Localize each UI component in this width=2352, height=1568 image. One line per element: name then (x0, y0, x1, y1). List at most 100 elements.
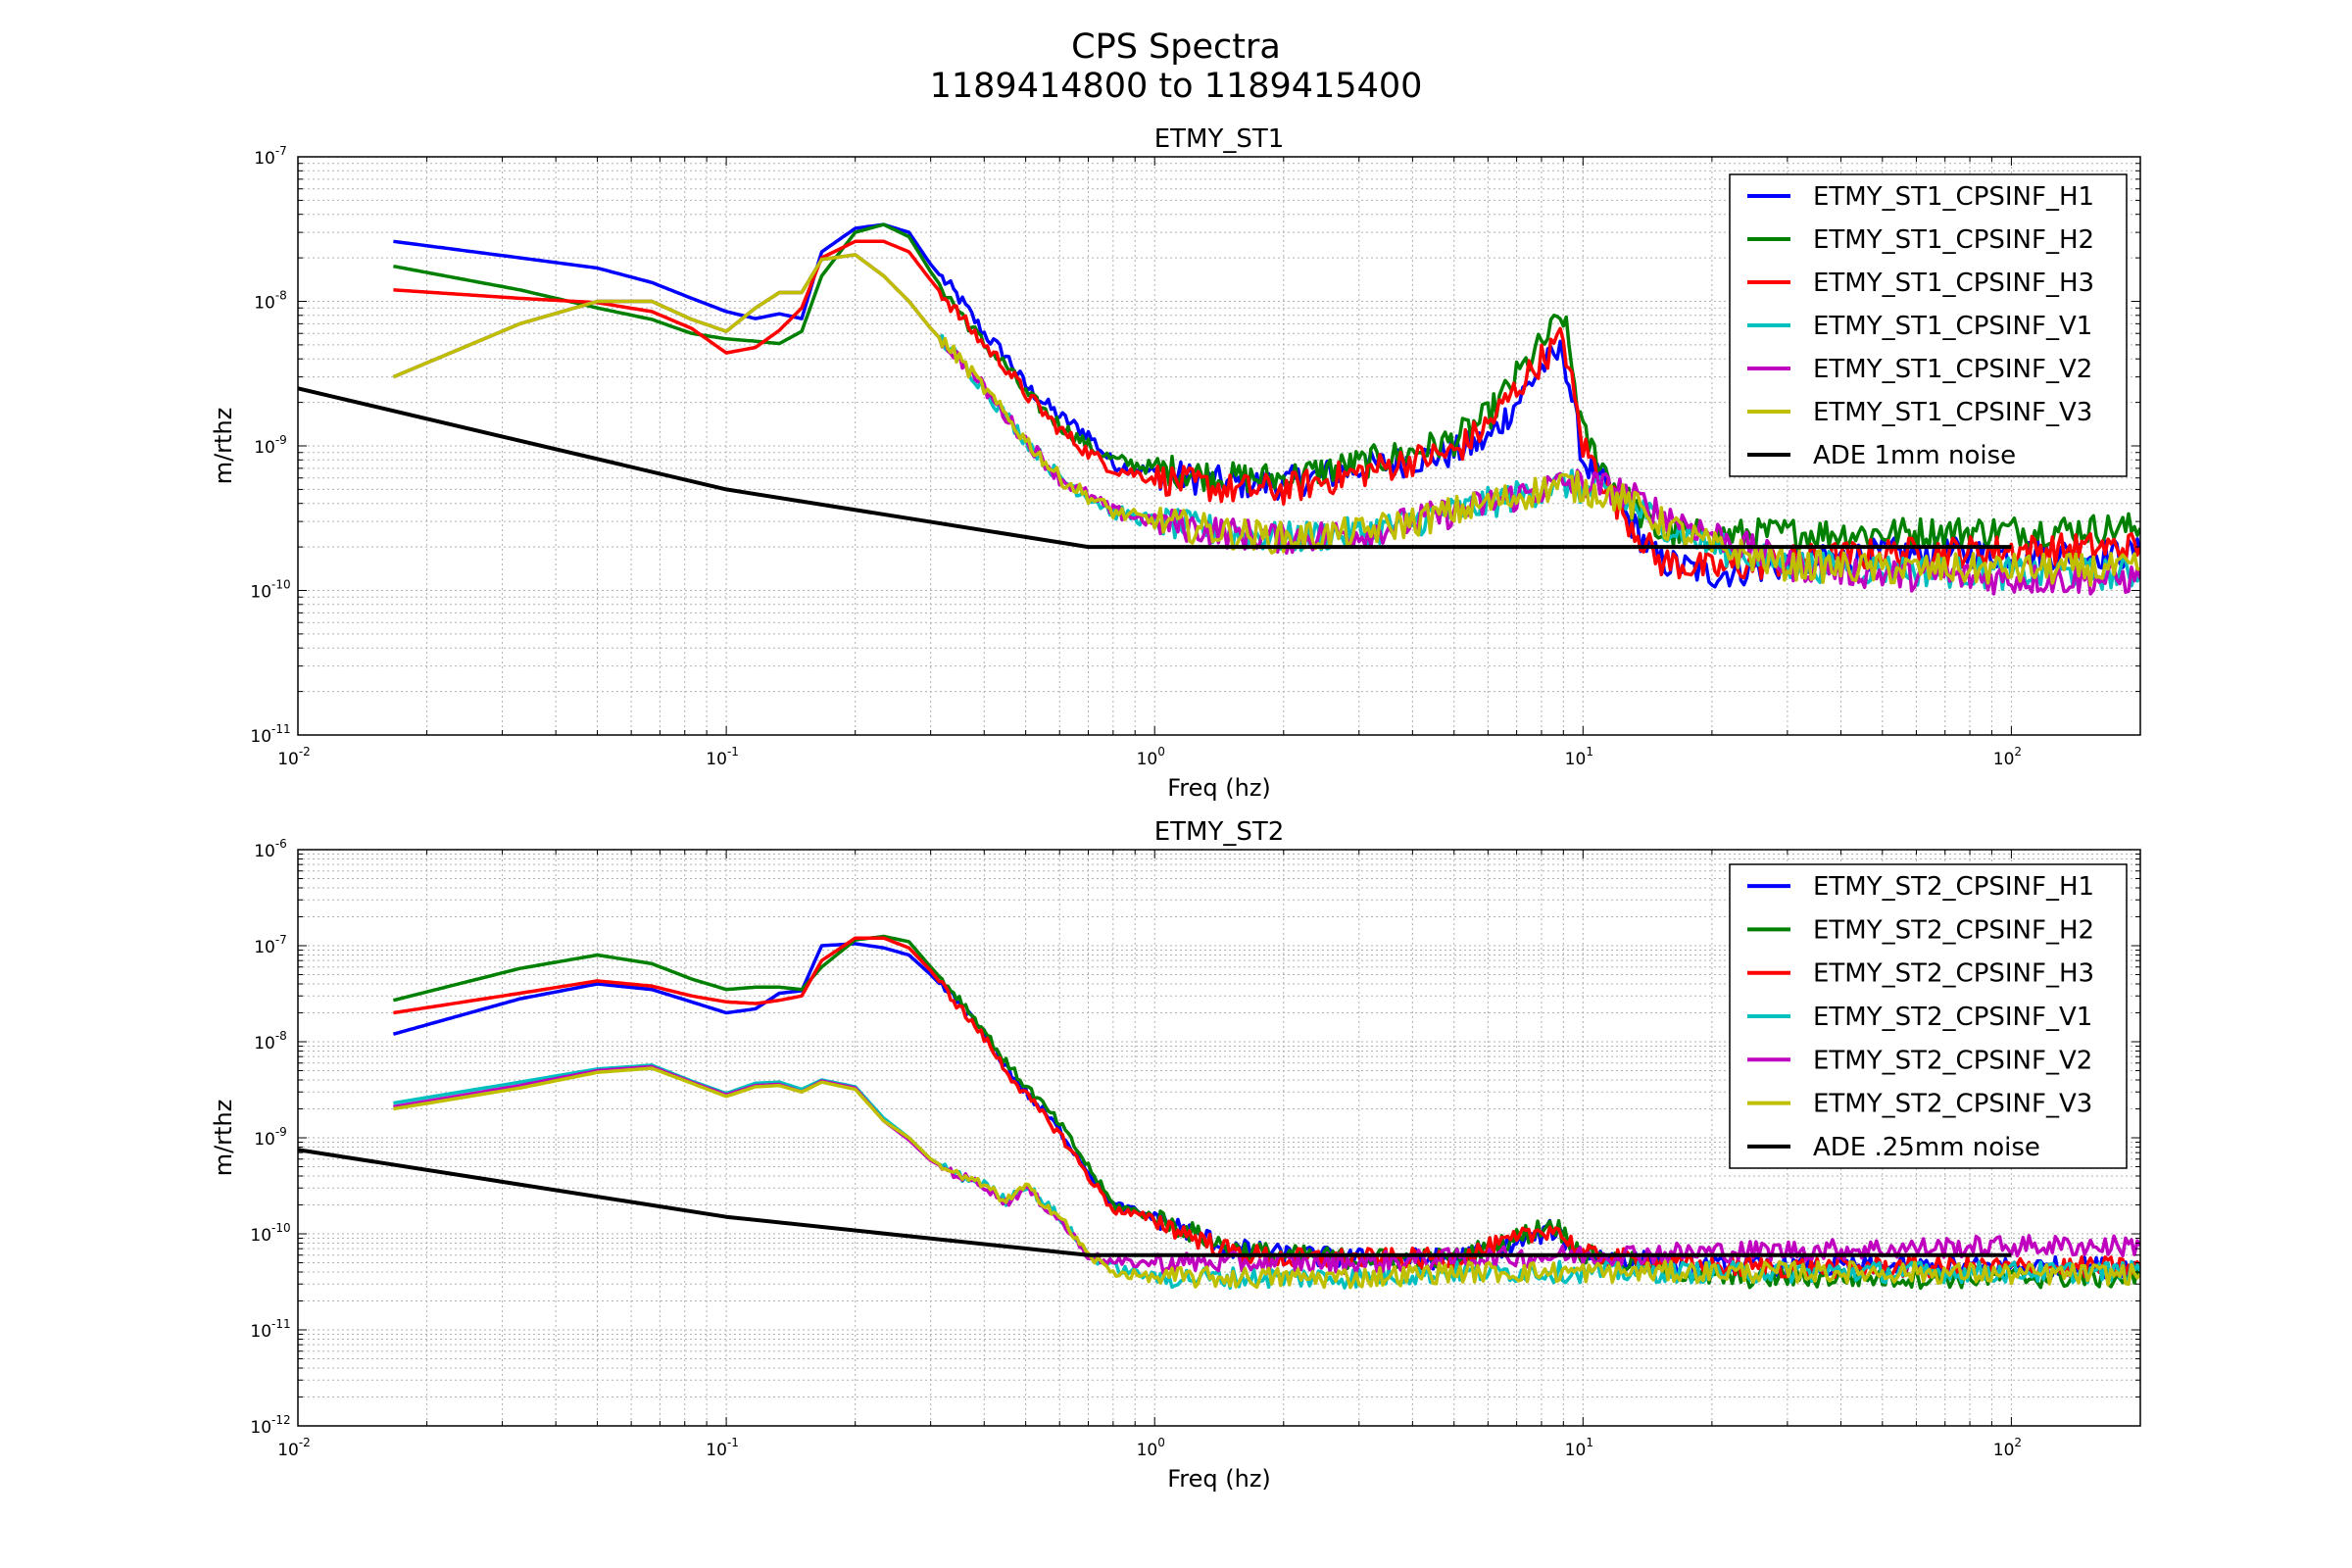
x-tick-label: 10-2 (277, 1436, 311, 1460)
panel-title: ETMY_ST1 (1154, 124, 1285, 154)
x-tick-label-exponent: -2 (299, 745, 311, 759)
y-tick-label-base: 10 (254, 1130, 275, 1150)
legend-label: ADE 1mm noise (1813, 441, 2016, 470)
x-tick-label-exponent: -1 (727, 1436, 739, 1449)
legend-label: ETMY_ST1_CPSINF_V2 (1813, 355, 2092, 384)
figure-title-line2: 1189414800 to 1189415400 (929, 67, 1423, 106)
series-group (298, 934, 2140, 1291)
y-tick-label-base: 10 (254, 149, 275, 169)
legend-label: ETMY_ST2_CPSINF_H2 (1813, 915, 2094, 945)
x-tick-label: 102 (1993, 1436, 2022, 1460)
y-tick-label-exponent: -10 (271, 1221, 291, 1235)
x-axis-label: Freq (hz) (1167, 774, 1271, 802)
figure-title-line1: CPS Spectra (1071, 27, 1281, 67)
y-tick-label-base: 10 (254, 1034, 275, 1054)
y-tick-label-exponent: -11 (271, 1317, 291, 1331)
x-axis-label: Freq (hz) (1167, 1465, 1271, 1493)
y-tick-label-exponent: -8 (275, 1029, 287, 1043)
x-tick-label-base: 10 (706, 750, 727, 769)
x-tick-label-base: 10 (277, 1441, 299, 1460)
y-tick-label: 10-9 (254, 1125, 287, 1150)
y-tick-label: 10-6 (254, 837, 287, 861)
y-tick-label-base: 10 (250, 583, 271, 603)
legend-label: ETMY_ST1_CPSINF_V1 (1813, 312, 2092, 341)
legend-label: ETMY_ST1_CPSINF_H2 (1813, 225, 2094, 255)
legend-label: ETMY_ST2_CPSINF_V2 (1813, 1046, 2092, 1075)
x-tick-label: 100 (1137, 745, 1165, 769)
y-tick-label-base: 10 (254, 438, 275, 458)
legend-label: ETMY_ST2_CPSINF_V3 (1813, 1090, 2092, 1119)
x-tick-label-base: 10 (1993, 1441, 2015, 1460)
y-tick-label-exponent: -10 (271, 578, 291, 592)
legend-label: ETMY_ST2_CPSINF_H3 (1813, 959, 2094, 989)
y-tick-label-exponent: -9 (275, 433, 287, 447)
legend-box (1729, 863, 2128, 1169)
series-line-etmy-st2-cpsinf-v3 (393, 1066, 2140, 1290)
x-tick-label-base: 10 (706, 1441, 727, 1460)
x-tick-label-base: 10 (1565, 750, 1587, 769)
y-tick-label: 10-9 (254, 433, 287, 458)
legend-label: ETMY_ST2_CPSINF_H1 (1813, 872, 2094, 902)
series-line-etmy-st1-cpsinf-v3 (392, 253, 2140, 587)
x-tick-label-base: 10 (1993, 750, 2015, 769)
tick-marks (297, 849, 2141, 1427)
x-tick-label: 101 (1565, 1436, 1593, 1460)
y-tick-label: 10-8 (254, 289, 287, 314)
legend-label: ADE .25mm noise (1813, 1133, 2040, 1162)
panel-title: ETMY_ST2 (1154, 817, 1285, 847)
y-tick-label: 10-10 (250, 578, 290, 603)
legend: ETMY_ST1_CPSINF_H1 ETMY_ST1_CPSINF_H2 ETMY… (1729, 173, 2128, 477)
y-tick-label: 10-8 (254, 1029, 287, 1054)
y-tick-label: 10-11 (250, 722, 290, 747)
y-tick-label: 10-10 (250, 1221, 290, 1246)
series-line-etmy-st1-cpsinf-h3 (393, 239, 2140, 580)
y-tick-label: 10-11 (250, 1317, 290, 1342)
y-tick-label-exponent: -12 (271, 1413, 291, 1427)
y-tick-label-base: 10 (254, 842, 275, 861)
y-tick-label-base: 10 (254, 938, 275, 957)
x-tick-label-base: 10 (1565, 1441, 1587, 1460)
y-tick-label: 10-12 (250, 1413, 290, 1438)
series-group (298, 222, 2140, 596)
x-tick-label-exponent: 1 (1586, 1436, 1593, 1449)
legend-label: ETMY_ST1_CPSINF_V3 (1813, 398, 2092, 427)
x-tick-label-exponent: 0 (1157, 745, 1165, 759)
y-tick-label: 10-7 (254, 933, 287, 957)
series-line-etmy-st1-cpsinf-h2 (393, 222, 2140, 552)
x-tick-label-exponent: 2 (2014, 745, 2022, 759)
legend-label: ETMY_ST1_CPSINF_H3 (1813, 269, 2094, 298)
y-tick-label-base: 10 (250, 727, 271, 747)
y-tick-label-exponent: -8 (275, 289, 287, 303)
y-axis-label: m/rthz (210, 408, 237, 485)
y-tick-label-exponent: -6 (275, 837, 287, 851)
x-tick-label-exponent: 0 (1157, 1436, 1165, 1449)
x-tick-label-exponent: -2 (299, 1436, 311, 1449)
x-tick-label: 10-1 (706, 745, 739, 769)
x-tick-label-exponent: 1 (1586, 745, 1593, 759)
legend-label: ETMY_ST2_CPSINF_V1 (1813, 1003, 2092, 1032)
y-tick-label-exponent: -9 (275, 1125, 287, 1139)
x-tick-label-base: 10 (1137, 1441, 1158, 1460)
x-tick-label: 10-1 (706, 1436, 739, 1460)
y-tick-label-base: 10 (250, 1322, 271, 1342)
y-tick-label-exponent: -11 (271, 722, 291, 736)
x-tick-label-base: 10 (1137, 750, 1158, 769)
y-tick-label-exponent: -7 (275, 144, 287, 158)
y-tick-label-exponent: -7 (275, 933, 287, 947)
x-tick-label: 101 (1565, 745, 1593, 769)
legend-box (1729, 173, 2128, 477)
x-tick-label-exponent: 2 (2014, 1436, 2022, 1449)
x-tick-label-base: 10 (277, 750, 299, 769)
y-axis-label: m/rthz (210, 1100, 237, 1177)
y-tick-label-base: 10 (250, 1226, 271, 1246)
series-line-ade-1mm-noise (298, 386, 2012, 550)
y-tick-label-base: 10 (250, 1418, 271, 1438)
legend: ETMY_ST2_CPSINF_H1 ETMY_ST2_CPSINF_H2 ETMY… (1729, 863, 2128, 1169)
x-tick-label: 102 (1993, 745, 2022, 769)
series-line-ade-25mm-noise (298, 1148, 2012, 1257)
x-tick-label: 10-2 (277, 745, 311, 769)
tick-marks (297, 156, 2141, 736)
